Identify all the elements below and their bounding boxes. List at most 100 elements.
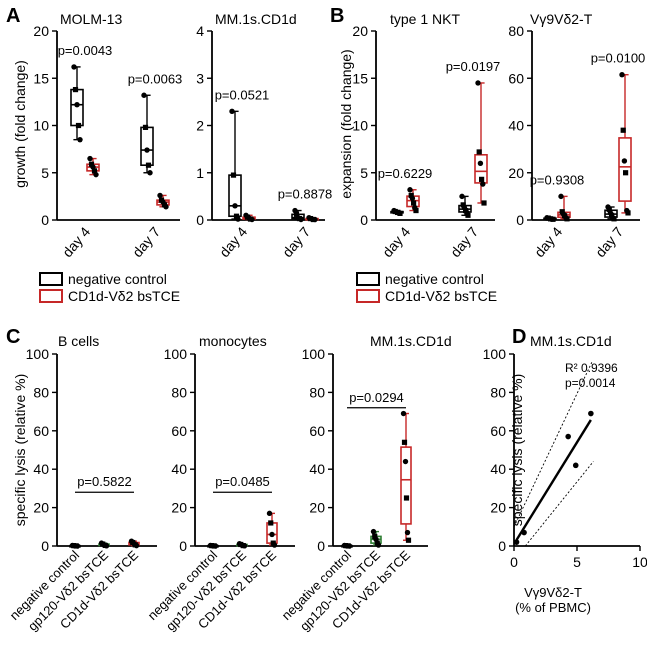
pvalue-c2: p=0.0485 (215, 474, 270, 489)
plot-layer: 0 5 10 15 20 day 4 p=0.0043 day 7 p=0.0063 0 1 2 3 4 d… (7, 23, 647, 634)
y-tick-label-c1: 60 (33, 423, 49, 439)
data-point-a1-0-0 (74, 102, 80, 108)
data-point-b1-0-1 (407, 187, 413, 193)
box-c3-2 (400, 446, 412, 525)
legend-swatch-control-a (39, 272, 63, 286)
data-point-b1-0-0 (397, 210, 403, 216)
pvalue-a1-0: p=0.0043 (58, 43, 113, 58)
y-tick-label-c3: 60 (309, 423, 325, 439)
data-point-a1-1-0 (141, 92, 147, 98)
y-tick-label-b1: 15 (352, 70, 368, 86)
panel-letter-c: C (6, 326, 20, 348)
y-tick-label-a2: 0 (196, 212, 204, 228)
legend-label-control-b: negative control (385, 271, 484, 287)
y-tick-label-c3: 80 (309, 384, 325, 400)
y-tick-label-a2: 3 (196, 70, 204, 86)
x-tick-label-b2-1: day 7 (592, 223, 626, 260)
y-tick-label-c1: 80 (33, 384, 49, 400)
panel-letter-a: A (6, 5, 20, 27)
chart-title-molm13: MOLM-13 (60, 11, 122, 27)
legend-swatch-control-b (356, 272, 380, 286)
y-tick-label-a1: 20 (33, 23, 49, 39)
data-point-c3-0 (346, 543, 353, 549)
x-tick-label-b1-1: day 7 (447, 223, 481, 260)
chart-title-monocytes: monocytes (199, 333, 267, 349)
pvalue-a2-1: p=0.8878 (278, 187, 333, 202)
pvalue-b1-1: p=0.0197 (446, 59, 501, 74)
y-tick-label-b2: 60 (508, 70, 524, 86)
x-tick-label-a2-1: day 7 (279, 223, 313, 260)
data-point-b1-1-1 (477, 160, 484, 166)
regression-line (515, 419, 592, 541)
data-point-c2-2 (269, 531, 275, 538)
data-point-c1-0 (74, 543, 81, 549)
data-point-b1-1-1 (475, 80, 481, 86)
data-point-b1-1-1 (476, 149, 482, 155)
data-point-b2-0-0 (550, 216, 556, 222)
data-point-c2-0 (212, 543, 219, 549)
pvalue-b2-0: p=0.9308 (530, 172, 585, 187)
scatter-point-d (565, 433, 571, 440)
y-tick-label-b2: 40 (508, 118, 524, 134)
data-point-a1-0-0 (77, 136, 83, 143)
data-point-c2-1 (241, 543, 248, 549)
data-point-a1-0-0 (75, 122, 82, 129)
pvalue-d: p=0.0014 (565, 376, 616, 390)
chart-title-mm1s: MM.1s.CD1d (215, 11, 297, 27)
data-point-b2-1-1 (621, 158, 628, 164)
legend-label-bstce-a: CD1d-Vδ2 bsTCE (68, 288, 180, 304)
data-point-c3-2 (401, 439, 408, 445)
ylabel-lysis-c: specific lysis (relative %) (12, 374, 28, 526)
ci-upper (513, 361, 593, 527)
data-point-a2-0-0 (229, 108, 235, 115)
y-tick-label-b1: 5 (360, 165, 368, 181)
y-tick-label-b1: 0 (360, 212, 368, 228)
y-tick-label-a2: 2 (196, 118, 204, 134)
chart-title-mm1s-c: MM.1s.CD1d (370, 333, 452, 349)
data-point-a1-1-0 (145, 162, 152, 168)
y-tick-label-d: 0 (498, 538, 506, 554)
xlabel-d: Vγ9Vδ2-T (524, 585, 582, 600)
data-point-b2-1-1 (620, 127, 626, 133)
y-tick-label-c3: 0 (317, 538, 325, 554)
data-point-c3-1 (372, 533, 378, 539)
y-tick-label-b1: 10 (352, 118, 368, 134)
x-tick-label-a1-1: day 7 (129, 223, 163, 260)
data-point-b2-1-1 (619, 72, 625, 78)
chart-title-nkt: type 1 NKT (390, 11, 460, 27)
box-b2-1-1 (618, 137, 632, 202)
pvalue-c3: p=0.0294 (349, 390, 404, 405)
data-point-a1-0-1 (91, 168, 98, 174)
panel-letter-b: B (330, 5, 344, 27)
data-point-b2-0-1 (558, 193, 564, 200)
pvalue-b1-0: p=0.6229 (378, 166, 433, 181)
y-tick-label-a2: 4 (196, 23, 204, 39)
box-a2-0-0 (228, 174, 242, 218)
data-point-a1-0-1 (87, 155, 93, 162)
y-tick-label-c3: 20 (309, 500, 325, 516)
x-tick-label-b1-0: day 4 (379, 223, 413, 260)
data-point-a1-0-0 (72, 86, 79, 93)
data-point-a1-1-0 (142, 124, 149, 130)
x-tick-label-d: 0 (510, 554, 518, 570)
data-point-a1-1-1 (157, 192, 163, 199)
y-tick-label-c2: 80 (171, 384, 187, 400)
data-point-b2-1-1 (623, 170, 629, 176)
y-tick-label-b2: 80 (508, 23, 524, 39)
data-point-c2-2 (266, 510, 273, 517)
data-point-c3-2 (405, 537, 412, 543)
data-point-b1-0-1 (408, 192, 414, 199)
scatter-point-d (521, 529, 527, 536)
y-tick-label-d: 100 (483, 346, 507, 362)
box-a1-1-0 (140, 126, 154, 166)
data-point-b2-1-0 (611, 216, 617, 222)
y-tick-label-a1: 15 (33, 70, 49, 86)
data-point-b1-0-1 (411, 200, 417, 206)
y-tick-label-c2: 60 (171, 423, 187, 439)
ylabel-growth: growth (fold change) (12, 60, 28, 188)
data-point-c3-2 (403, 495, 410, 501)
chart-title-vg9vd2: Vγ9Vδ2-T (530, 11, 593, 27)
data-point-c3-2 (404, 529, 411, 536)
data-point-a1-0-0 (71, 64, 77, 70)
data-point-c3-1 (375, 542, 382, 548)
